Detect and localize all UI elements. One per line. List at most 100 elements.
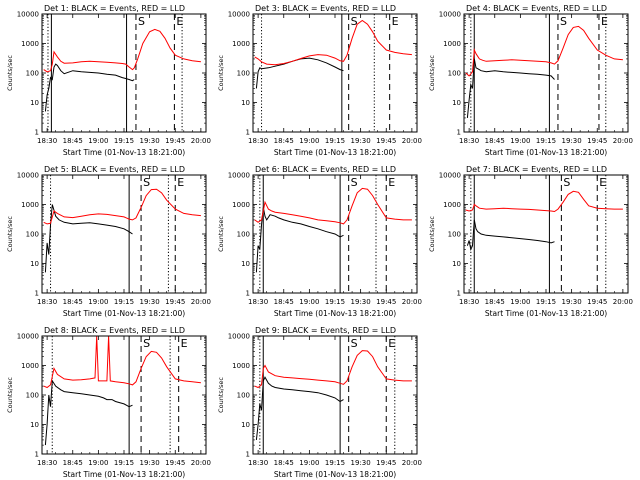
plot-frame [41,13,207,133]
x-tick-label: 18:30 [459,298,479,306]
x-tick-label: 19:30 [351,298,371,306]
lld-series-line [254,187,412,225]
time-marker-label: S [143,176,150,189]
y-tick-label: 10 [241,99,250,107]
x-axis-label: Start Time (01-Nov-13 18:21:00) [485,309,607,318]
time-marker-label: S [560,15,567,28]
y-tick-label: 10 [30,421,39,429]
y-tick-label: 1000 [443,201,461,209]
y-axis-label: Counts/sec [6,55,14,91]
x-tick-label: 19:30 [140,459,160,467]
x-tick-label: 19:00 [88,459,108,467]
y-tick-label: 1000 [443,40,461,48]
events-series-line [44,379,133,446]
y-tick-label: 100 [26,231,39,239]
x-tick-label: 19:30 [140,137,160,145]
y-tick-label: 100 [237,70,250,78]
x-tick-label: 19:45 [376,137,396,145]
x-tick-label: 18:45 [274,137,294,145]
detector-panel: Det 9: BLACK = Events, RED = LLD Counts/s… [217,326,422,479]
panel-data [465,14,623,132]
plot-frame [41,174,207,294]
panel-title: Det 4: BLACK = Events, RED = LLD [466,4,607,13]
time-marker-label: S [138,15,145,28]
x-axis-label: Start Time (01-Nov-13 18:21:00) [274,309,396,318]
x-tick-label: 19:45 [587,298,607,306]
plot-frame [463,174,629,294]
y-tick-label: 1000 [21,362,39,370]
plot-frame [252,335,418,455]
plot-frame [252,13,418,133]
x-tick-label: 19:00 [299,137,319,145]
x-tick-label: 19:45 [165,459,185,467]
panel-data [43,175,201,293]
y-tick-label: 100 [237,392,250,400]
x-tick-label: 18:30 [37,459,57,467]
detector-panel: Det 8: BLACK = Events, RED = LLD Counts/s… [6,326,211,479]
y-tick-label: 100 [26,392,39,400]
x-tick-label: 20:00 [402,459,422,467]
x-axis-label: Start Time (01-Nov-13 18:21:00) [485,148,607,157]
detector-panel: Det 3: BLACK = Events, RED = LLD Counts/s… [217,4,422,157]
x-axis-label: Start Time (01-Nov-13 18:21:00) [274,470,396,479]
x-axis-label: Start Time (01-Nov-13 18:21:00) [274,148,396,157]
panel-title: Det 9: BLACK = Events, RED = LLD [255,326,396,335]
x-tick-label: 18:45 [274,298,294,306]
x-tick-label: 18:45 [485,298,505,306]
x-tick-label: 20:00 [613,137,633,145]
y-tick-label: 100 [237,231,250,239]
x-tick-label: 18:45 [63,298,83,306]
detector-panel: Det 5: BLACK = Events, RED = LLD Counts/s… [6,165,211,318]
y-tick-label: 1000 [232,201,250,209]
x-tick-label: 19:45 [376,459,396,467]
x-tick-label: 19:15 [114,459,134,467]
x-tick-label: 19:15 [114,137,134,145]
y-tick-label: 1000 [232,362,250,370]
y-tick-label: 10000 [17,11,39,19]
plot-frame [463,13,629,133]
x-tick-label: 19:15 [325,298,345,306]
y-axis-label: Counts/sec [6,377,14,413]
x-tick-label: 19:30 [351,459,371,467]
y-tick-label: 1 [35,290,39,298]
x-tick-label: 19:45 [376,298,396,306]
y-tick-label: 10 [452,99,461,107]
events-series-line [466,58,555,118]
time-marker-label: E [388,176,395,189]
y-tick-label: 1 [457,129,461,137]
events-series-line [255,376,344,440]
x-tick-label: 18:30 [248,137,268,145]
time-marker-label: S [563,176,570,189]
x-tick-label: 20:00 [402,137,422,145]
detector-panel: Det 4: BLACK = Events, RED = LLD Counts/s… [428,4,633,157]
y-tick-label: 1000 [21,201,39,209]
y-tick-label: 10000 [439,172,461,180]
x-tick-label: 19:00 [299,459,319,467]
y-tick-label: 1 [35,129,39,137]
y-tick-label: 10000 [17,333,39,341]
lld-series-line [465,190,623,213]
y-tick-label: 1 [35,451,39,459]
y-tick-label: 10000 [17,172,39,180]
y-axis-label: Counts/sec [428,55,436,91]
events-series-line [255,57,344,89]
x-tick-label: 19:15 [114,298,134,306]
x-tick-label: 19:15 [536,298,556,306]
time-marker-label: E [601,15,608,28]
x-tick-label: 18:45 [63,137,83,145]
x-tick-label: 19:15 [325,459,345,467]
panel-data [254,175,412,293]
lld-series-line [43,188,201,225]
x-tick-label: 19:30 [562,137,582,145]
events-series-line [466,219,555,252]
y-tick-label: 1000 [232,40,250,48]
y-tick-label: 10 [241,260,250,268]
time-marker-label: S [351,15,358,28]
y-tick-label: 100 [448,70,461,78]
panel-title: Det 6: BLACK = Events, RED = LLD [255,165,396,174]
x-tick-label: 18:45 [485,137,505,145]
x-tick-label: 20:00 [402,298,422,306]
events-series-line [44,204,133,273]
x-tick-label: 20:00 [191,137,211,145]
